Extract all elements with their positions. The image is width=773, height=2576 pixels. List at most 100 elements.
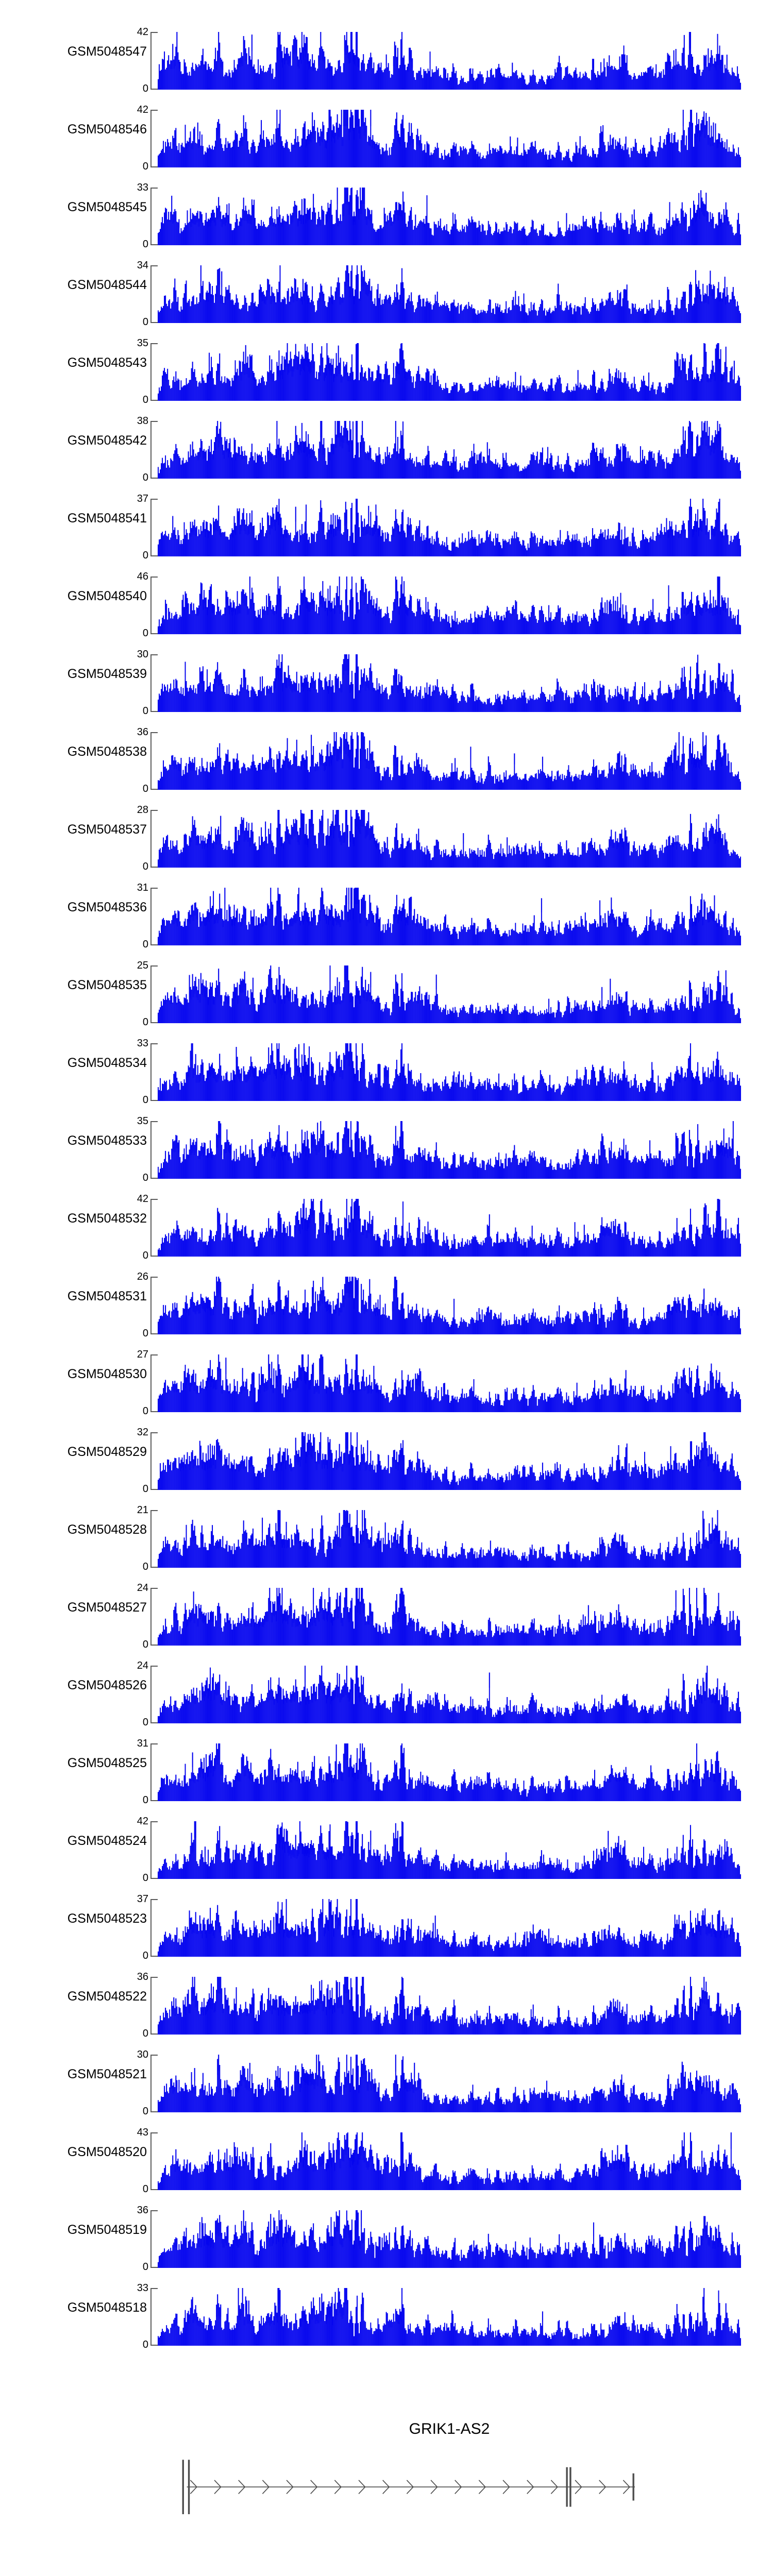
y-axis-max-label: 34 [137, 260, 148, 270]
coverage-track[interactable]: GSM5048525 31 0 [0, 1732, 773, 1809]
coverage-track[interactable]: GSM5048543 35 0 [0, 332, 773, 409]
coverage-histogram[interactable] [158, 888, 741, 945]
track-label-gsm5048526: GSM5048526 [31, 1678, 147, 1692]
coverage-histogram[interactable] [158, 1743, 741, 1801]
coverage-histogram[interactable] [158, 2132, 741, 2190]
gene-model-glyph[interactable] [158, 2452, 741, 2514]
coverage-histogram[interactable] [158, 732, 741, 790]
coverage-histogram[interactable] [158, 654, 741, 712]
coverage-histogram[interactable] [158, 1121, 741, 1179]
track-y-axis: 42 0 [137, 27, 159, 94]
y-axis-min-label: 0 [143, 239, 148, 249]
coverage-track[interactable]: GSM5048533 35 0 [0, 1110, 773, 1187]
y-axis-max-label: 21 [137, 1505, 148, 1515]
track-label-gsm5048546: GSM5048546 [31, 122, 147, 137]
y-axis-max-label: 27 [137, 1349, 148, 1360]
coverage-histogram[interactable] [158, 1821, 741, 1879]
track-y-axis: 24 0 [137, 1583, 159, 1650]
track-label-gsm5048527: GSM5048527 [31, 1600, 147, 1615]
coverage-histogram[interactable] [158, 1277, 741, 1334]
y-axis-max-label: 42 [137, 105, 148, 115]
y-axis-max-label: 46 [137, 571, 148, 582]
coverage-histogram[interactable] [158, 32, 741, 90]
y-axis-min-label: 0 [143, 1873, 148, 1883]
y-axis-max-label: 28 [137, 805, 148, 815]
coverage-histogram[interactable] [158, 1354, 741, 1412]
track-label-gsm5048531: GSM5048531 [31, 1289, 147, 1303]
coverage-track[interactable]: GSM5048527 24 0 [0, 1577, 773, 1654]
track-label-gsm5048544: GSM5048544 [31, 278, 147, 292]
coverage-histogram[interactable] [158, 1899, 741, 1957]
y-axis-max-label: 33 [137, 1038, 148, 1048]
coverage-histogram[interactable] [158, 2055, 741, 2112]
coverage-track[interactable]: GSM5048531 26 0 [0, 1265, 773, 1343]
coverage-track[interactable]: GSM5048544 34 0 [0, 254, 773, 331]
coverage-track[interactable]: GSM5048518 33 0 [0, 2277, 773, 2354]
coverage-histogram[interactable] [158, 343, 741, 401]
track-y-axis: 36 0 [137, 1972, 159, 2039]
y-axis-max-label: 36 [137, 727, 148, 737]
track-label-gsm5048541: GSM5048541 [31, 511, 147, 526]
coverage-track[interactable]: GSM5048522 36 0 [0, 1965, 773, 2043]
coverage-track[interactable]: GSM5048535 25 0 [0, 954, 773, 1031]
coverage-histogram[interactable] [158, 265, 741, 323]
coverage-histogram[interactable] [158, 1432, 741, 1490]
coverage-track[interactable]: GSM5048528 21 0 [0, 1499, 773, 1576]
y-axis-min-label: 0 [143, 2340, 148, 2350]
coverage-histogram[interactable] [158, 1977, 741, 2035]
coverage-track[interactable]: GSM5048542 38 0 [0, 410, 773, 487]
coverage-track[interactable]: GSM5048520 43 0 [0, 2121, 773, 2198]
coverage-track[interactable]: GSM5048545 33 0 [0, 176, 773, 253]
y-axis-min-label: 0 [143, 939, 148, 950]
y-axis-max-label: 38 [137, 416, 148, 426]
y-axis-min-label: 0 [143, 1639, 148, 1650]
coverage-histogram[interactable] [158, 1199, 741, 1257]
coverage-track[interactable]: GSM5048537 28 0 [0, 799, 773, 876]
coverage-track[interactable]: GSM5048523 37 0 [0, 1888, 773, 1965]
y-axis-min-label: 0 [143, 1017, 148, 1027]
coverage-track[interactable]: GSM5048526 24 0 [0, 1654, 773, 1732]
coverage-histogram[interactable] [158, 421, 741, 479]
coverage-histogram[interactable] [158, 1043, 741, 1101]
coverage-histogram[interactable] [158, 1588, 741, 1646]
coverage-track[interactable]: GSM5048524 42 0 [0, 1810, 773, 1887]
y-axis-min-label: 0 [143, 550, 148, 561]
track-label-gsm5048519: GSM5048519 [31, 2223, 147, 2237]
coverage-histogram[interactable] [158, 810, 741, 868]
coverage-histogram[interactable] [158, 110, 741, 167]
coverage-track[interactable]: GSM5048530 27 0 [0, 1343, 773, 1420]
coverage-track[interactable]: GSM5048532 42 0 [0, 1188, 773, 1265]
coverage-histogram[interactable] [158, 2288, 741, 2346]
coverage-track[interactable]: GSM5048538 36 0 [0, 721, 773, 798]
coverage-histogram[interactable] [158, 499, 741, 556]
coverage-histogram[interactable] [158, 2210, 741, 2268]
coverage-histogram[interactable] [158, 188, 741, 245]
track-y-axis: 36 0 [137, 727, 159, 794]
track-label-gsm5048524: GSM5048524 [31, 1834, 147, 1848]
coverage-histogram[interactable] [158, 965, 741, 1023]
y-axis-max-label: 42 [137, 1194, 148, 1204]
coverage-track[interactable]: GSM5048541 37 0 [0, 487, 773, 565]
coverage-track[interactable]: GSM5048521 30 0 [0, 2043, 773, 2121]
coverage-track[interactable]: GSM5048519 36 0 [0, 2199, 773, 2276]
coverage-histogram[interactable] [158, 1510, 741, 1568]
track-label-gsm5048536: GSM5048536 [31, 900, 147, 914]
coverage-histogram[interactable] [158, 577, 741, 634]
track-label-gsm5048529: GSM5048529 [31, 1445, 147, 1459]
y-axis-min-label: 0 [143, 861, 148, 872]
coverage-track[interactable]: GSM5048534 33 0 [0, 1032, 773, 1109]
y-axis-min-label: 0 [143, 628, 148, 638]
coverage-track[interactable]: GSM5048536 31 0 [0, 876, 773, 954]
y-axis-max-label: 37 [137, 1894, 148, 1904]
coverage-track[interactable]: GSM5048547 42 0 [0, 21, 773, 98]
y-axis-min-label: 0 [143, 1484, 148, 1494]
coverage-histogram[interactable] [158, 1666, 741, 1723]
coverage-track[interactable]: GSM5048546 42 0 [0, 98, 773, 176]
track-label-gsm5048543: GSM5048543 [31, 355, 147, 370]
y-axis-min-label: 0 [143, 2106, 148, 2116]
coverage-track[interactable]: GSM5048539 30 0 [0, 643, 773, 720]
y-axis-min-label: 0 [143, 1951, 148, 1961]
y-axis-max-label: 24 [137, 1583, 148, 1593]
coverage-track[interactable]: GSM5048540 46 0 [0, 565, 773, 642]
coverage-track[interactable]: GSM5048529 32 0 [0, 1421, 773, 1498]
